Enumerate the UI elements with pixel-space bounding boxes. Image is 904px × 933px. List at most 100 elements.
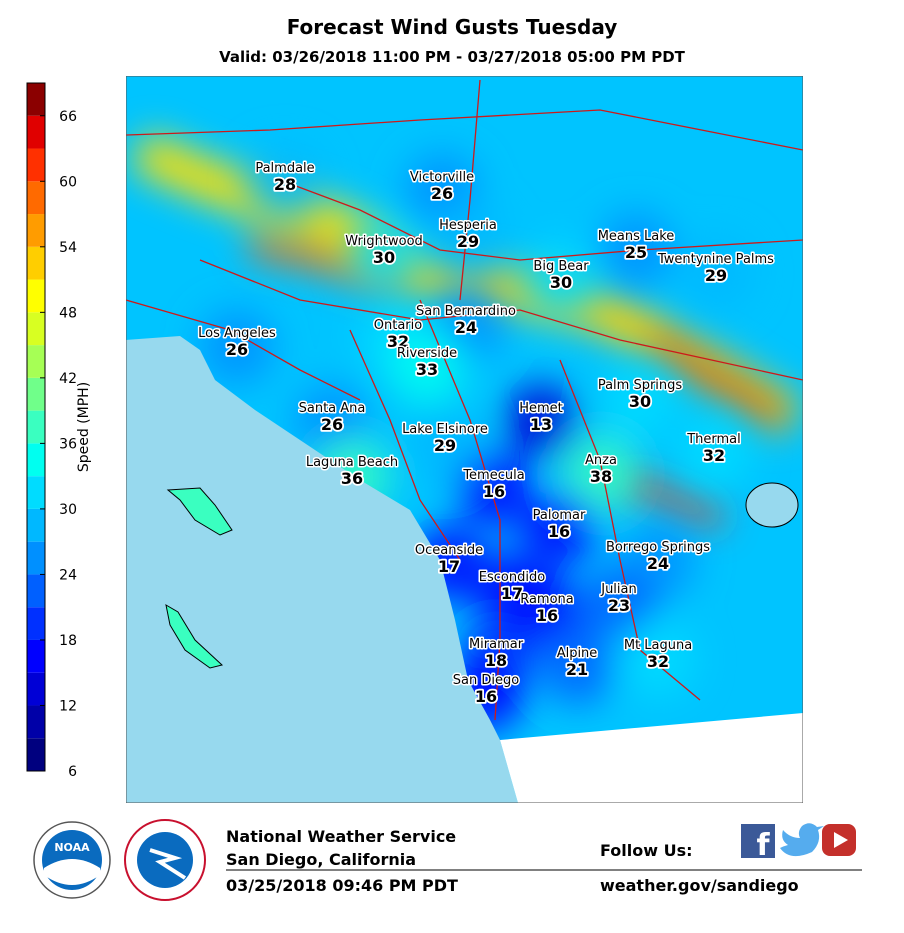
colorbar-bin [27, 148, 45, 182]
ridge-band [645, 331, 786, 429]
city-value: 13 [530, 415, 552, 434]
colorbar-bin [27, 115, 45, 149]
city-value: 32 [387, 332, 409, 351]
city-name: Palm Springs [598, 378, 683, 393]
colorbar-bin [27, 345, 45, 378]
city-name: Escondido [479, 570, 545, 585]
wind-blob [678, 235, 754, 311]
wind-blob [430, 201, 506, 277]
city-value: 26 [431, 184, 453, 203]
roads [126, 79, 803, 721]
city-name: Borrego Springs [606, 540, 710, 555]
colorbar-bin [27, 607, 45, 640]
city-value: 32 [647, 652, 669, 671]
facebook-icon[interactable] [741, 824, 775, 858]
city-value: 36 [341, 469, 363, 488]
city-name: Palmdale [255, 161, 314, 176]
colorbar-tick-label: 42 [59, 371, 77, 387]
colorbar-tick-label: 24 [59, 567, 77, 583]
ocean [126, 336, 518, 803]
city-name: Santa Ana [299, 401, 366, 416]
footer: NOAA National Weather Service San Diego,… [33, 819, 862, 901]
colorbar-bin [27, 181, 45, 215]
city-value: 16 [548, 522, 570, 541]
colorbar-tick-label: 18 [59, 633, 77, 649]
city-name: Twentynine Palms [657, 252, 774, 267]
issued: 03/25/2018 09:46 PM PDT [226, 876, 458, 895]
city-name: Los Angeles [198, 326, 276, 341]
city-name: Laguna Beach [306, 455, 398, 470]
colorbar-bin [27, 639, 45, 673]
colorbar-bin [27, 738, 45, 771]
city-value: 28 [274, 175, 296, 194]
wind-blob [199, 309, 275, 385]
colorbar: Speed (MPH) 6 12 18 24 30 36 42 48 54 60 66 [26, 82, 92, 780]
city-value: 21 [566, 660, 588, 679]
city-value: 24 [455, 318, 477, 337]
wind-blob [581, 565, 657, 641]
city-name: Ontario [374, 318, 422, 333]
colorbar-bin [27, 312, 45, 346]
colorbar-bin [27, 214, 45, 247]
colorbar-bin [27, 83, 45, 116]
wind-blob [456, 451, 532, 527]
city-value: 26 [321, 415, 343, 434]
city-value: 30 [629, 392, 651, 411]
colorbar-tick-label: 36 [59, 436, 77, 452]
wind-blob [539, 629, 615, 705]
colorbar-bin [27, 476, 45, 509]
island [166, 487, 233, 536]
follow: Follow Us: [600, 841, 693, 860]
city-name: Thermal [686, 432, 741, 447]
city-value: 16 [475, 687, 497, 706]
location: San Diego, California [226, 850, 416, 869]
wind-blob [389, 329, 465, 405]
subtitle: Valid: 03/26/2018 11:00 PM - 03/27/2018 … [219, 48, 686, 66]
city-value: 30 [550, 273, 572, 292]
city-value: 16 [536, 606, 558, 625]
wind-blob [676, 415, 752, 491]
city-value: 29 [434, 436, 456, 455]
city-name: Means Lake [598, 229, 675, 244]
colorbar-tick-label: 30 [59, 502, 77, 518]
colorbar-tick-label: 60 [59, 174, 77, 190]
city-name: Lake Elsinore [402, 422, 488, 437]
office: National Weather Service [226, 827, 456, 846]
city-value: 23 [608, 596, 630, 615]
city-name: Riverside [397, 346, 457, 361]
city-value: 29 [705, 266, 727, 285]
city-value: 17 [501, 584, 523, 603]
wind-blob [563, 436, 639, 512]
wind-blob [503, 384, 579, 460]
city-name: Mt Laguna [624, 638, 692, 653]
city-name: San Diego [453, 673, 519, 688]
city-value: 18 [485, 651, 507, 670]
colorbar-bin [27, 443, 45, 477]
city-name: San Bernardino [416, 304, 516, 319]
city-name: Anza [585, 453, 617, 468]
city-value: 25 [625, 243, 647, 262]
twitter-icon[interactable] [780, 823, 824, 857]
colorbar-frame [26, 82, 46, 772]
city-name: Temecula [462, 468, 524, 483]
colorbar-tick-label: 6 [68, 764, 77, 780]
city-wind-field [199, 144, 754, 732]
salton-sea [745, 482, 799, 528]
city-value: 30 [373, 248, 395, 267]
city-value: 26 [226, 340, 248, 359]
colorbar-bin [27, 508, 45, 542]
url[interactable]: weather.gov/sandiego [600, 876, 799, 895]
city-name: Oceanside [415, 543, 483, 558]
colorbar-bin [27, 672, 45, 706]
colorbar-bin [27, 377, 45, 411]
city-name: Hesperia [439, 218, 497, 233]
colorbar-bin [27, 574, 45, 608]
city-value: 24 [647, 554, 669, 573]
nws-bolt [149, 848, 187, 880]
city-value: 16 [483, 482, 505, 501]
city-value: 17 [438, 557, 460, 576]
city-name: Ramona [520, 592, 574, 607]
wind-blob [346, 217, 422, 293]
colorbar-tick-label: 12 [59, 698, 77, 714]
